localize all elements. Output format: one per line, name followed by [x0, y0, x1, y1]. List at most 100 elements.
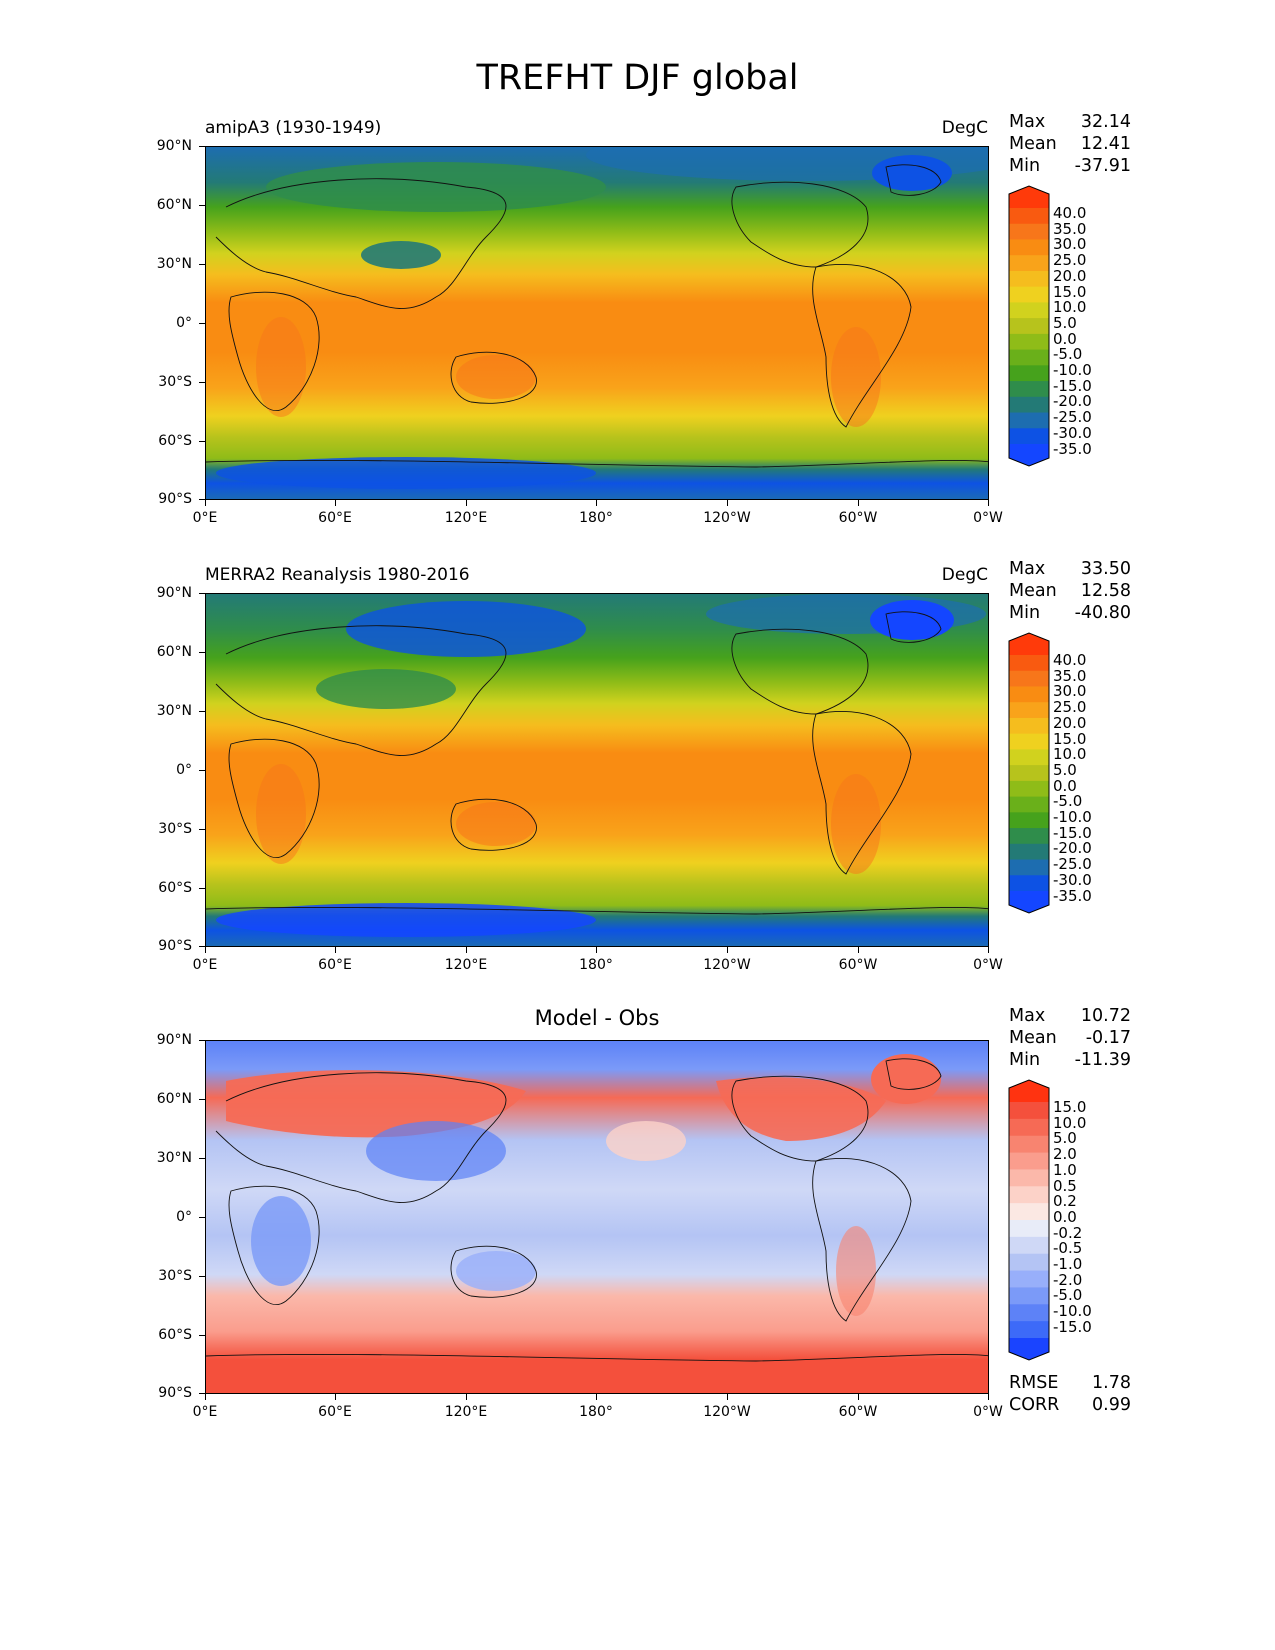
- colorbar-segment: [1009, 717, 1049, 735]
- colorbar-extend-min: [1009, 444, 1049, 466]
- panel-3-stats: Max 10.72 Mean -0.17 Min -11.39: [1009, 1005, 1131, 1071]
- colorbar-segment: [1009, 208, 1049, 225]
- panel-1-title: amipA3 (1930-1949): [205, 118, 382, 138]
- panel-2-colorbar-labels: 40.0 35.0 30.0 25.0 20.0 15.0 10.0 5.0 0…: [1053, 651, 1092, 905]
- colorbar-segment: [1009, 1152, 1049, 1170]
- figure-title: TREFHT DJF global: [476, 58, 799, 98]
- colorbar-tick-label: -35.0: [1053, 886, 1092, 905]
- colorbar-tick-label: 0.0: [1053, 329, 1077, 348]
- colorbar-tick-label: 35.0: [1053, 219, 1087, 238]
- colorbar-tick-label: 5.0: [1053, 1129, 1077, 1148]
- colorbar-tick-label: -15.0: [1053, 823, 1092, 842]
- y-tick-label: 90°S: [158, 938, 192, 954]
- panel-2-units: DegC: [941, 565, 988, 585]
- x-tick-label: 0°W: [973, 1404, 1003, 1420]
- x-tick-label: 0°E: [192, 1404, 218, 1420]
- colorbar-segment: [1009, 780, 1049, 798]
- colorbar-tick-label: -30.0: [1053, 870, 1092, 889]
- x-tick-label: 60°E: [318, 957, 352, 973]
- colorbar-outline: [1008, 632, 1050, 914]
- colorbar-tick-label: 25.0: [1053, 698, 1087, 717]
- y-tick-label: 60°S: [158, 1327, 192, 1343]
- colorbar-tick-label: 15.0: [1053, 1098, 1087, 1116]
- x-tick-label: 120°E: [444, 957, 488, 973]
- colorbar-segment: [1009, 796, 1049, 813]
- colorbar-segment: [1009, 270, 1049, 288]
- colorbar-tick-label: 35.0: [1053, 666, 1087, 685]
- colorbar-segment: [1009, 1135, 1049, 1154]
- colorbar-extend-max: [1009, 1080, 1049, 1102]
- colorbar-segment: [1009, 428, 1049, 445]
- x-tick-label: 60°E: [318, 510, 352, 526]
- panel-3-metrics: RMSE 1.78 CORR 0.99: [1009, 1372, 1131, 1416]
- colorbar-tick-label: 2.0: [1053, 1145, 1077, 1164]
- colorbar-segment: [1009, 859, 1049, 876]
- colorbar-segment: [1009, 286, 1049, 303]
- corr-label: CORR: [1009, 1395, 1060, 1415]
- x-tick-label: 0°W: [973, 510, 1003, 526]
- colorbar-segment: [1009, 255, 1049, 272]
- colorbar-tick-label: -15.0: [1053, 376, 1092, 395]
- colorbar-tick-label: -0.2: [1053, 1223, 1083, 1242]
- colorbar-extend-max: [1009, 186, 1049, 208]
- y-tick-label: 60°S: [158, 880, 192, 896]
- colorbar-tick-label: -25.0: [1053, 408, 1092, 427]
- colorbar-segment: [1009, 1169, 1049, 1187]
- y-tick-label: 60°N: [156, 197, 192, 213]
- colorbar-segment: [1009, 749, 1049, 766]
- colorbar-tick-label: -25.0: [1053, 855, 1092, 874]
- colorbar-tick-label: -10.0: [1053, 1302, 1092, 1321]
- y-tick-label: 30°N: [156, 703, 192, 719]
- colorbar-tick-label: 40.0: [1053, 651, 1087, 669]
- colorbar-tick-label: 20.0: [1053, 713, 1087, 732]
- rmse-value: 1.78: [1092, 1373, 1131, 1393]
- colorbar-segment: [1009, 733, 1049, 750]
- colorbar-tick-label: -15.0: [1053, 1317, 1092, 1336]
- colorbar-outline: [1008, 185, 1050, 467]
- colorbar-segment: [1009, 239, 1049, 256]
- colorbar-tick-label: -35.0: [1053, 439, 1092, 458]
- y-tick-label: 90°N: [156, 138, 192, 154]
- colorbar-tick-label: 15.0: [1053, 282, 1087, 301]
- stat-min-value: -40.80: [1074, 603, 1131, 623]
- panel-1-colorbar-labels: 40.0 35.0 30.0 25.0 20.0 15.0 10.0 5.0 0…: [1053, 204, 1092, 458]
- x-tick-label: 0°E: [192, 957, 218, 973]
- panel-3-field: [206, 1041, 988, 1393]
- y-tick-label: 30°N: [156, 256, 192, 272]
- panel-3-map: [205, 1040, 989, 1394]
- x-tick-label: 60°W: [838, 510, 878, 526]
- colorbar-segment: [1009, 365, 1049, 382]
- panel-3-colorbar: [1008, 1079, 1050, 1361]
- rmse-label: RMSE: [1009, 1373, 1059, 1393]
- x-tick-label: 120°E: [444, 1404, 488, 1420]
- colorbar-tick-label: -1.0: [1053, 1255, 1083, 1274]
- y-tick-label: 90°N: [156, 1032, 192, 1048]
- colorbar-segment: [1009, 1287, 1049, 1305]
- x-tick-label: 0°E: [192, 510, 218, 526]
- panel-1-units: DegC: [941, 118, 988, 138]
- y-tick-label: 30°N: [156, 1150, 192, 1166]
- colorbar-extend-min: [1009, 1338, 1049, 1360]
- colorbar-tick-label: 30.0: [1053, 235, 1087, 254]
- y-tick-label: 0°: [176, 762, 192, 778]
- colorbar-segment: [1009, 1253, 1049, 1272]
- stat-max-value: 10.72: [1080, 1006, 1131, 1026]
- panel-2-map: [205, 593, 989, 947]
- y-tick-label: 60°S: [158, 433, 192, 449]
- colorbar-tick-label: -10.0: [1053, 361, 1092, 380]
- colorbar-tick-label: 40.0: [1053, 204, 1087, 222]
- colorbar-segment: [1009, 1118, 1049, 1137]
- panel-2-field: [206, 594, 988, 946]
- colorbar-tick-label: 10.0: [1053, 298, 1087, 317]
- x-tick-label: 120°W: [703, 510, 751, 526]
- stat-max-label: Max: [1009, 1006, 1046, 1026]
- colorbar-segment: [1009, 1304, 1049, 1322]
- stat-max-value: 32.14: [1080, 112, 1131, 132]
- colorbar-tick-label: 15.0: [1053, 729, 1087, 748]
- colorbar-segment: [1009, 349, 1049, 366]
- colorbar-tick-label: 0.2: [1053, 1192, 1077, 1211]
- panel-1-colorbar: [1008, 185, 1050, 467]
- panel-3-colorbar-labels: 15.0 10.0 5.0 2.0 1.0 0.5 0.2 0.0 -0.2 -…: [1053, 1098, 1092, 1336]
- stat-max-value: 33.50: [1080, 559, 1131, 579]
- colorbar-tick-label: -5.0: [1053, 345, 1083, 364]
